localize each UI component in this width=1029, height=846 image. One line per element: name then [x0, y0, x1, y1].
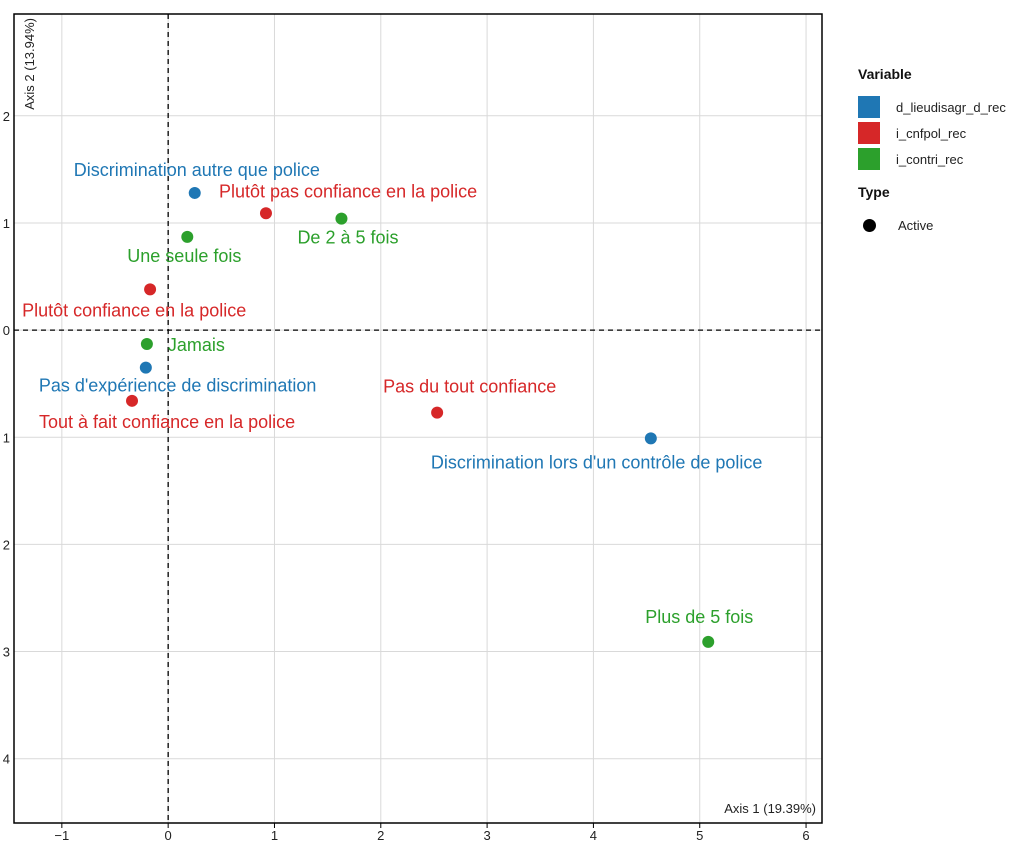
y-axis-title: Axis 2 (13.94%): [22, 18, 37, 110]
data-point: [644, 432, 657, 445]
x-tick-label: −1: [54, 828, 69, 843]
legend: Variable d_lieudisagr_d_rec i_cnfpol_rec…: [858, 66, 1028, 238]
data-point: [431, 406, 444, 419]
y-tick-label: 1: [3, 216, 10, 231]
point-label: Plus de 5 fois: [645, 607, 753, 627]
x-tick-label: 5: [696, 828, 703, 843]
data-point: [144, 283, 157, 296]
point-label: Jamais: [168, 335, 225, 355]
data-point: [139, 361, 152, 374]
y-tick-label: 1: [3, 430, 10, 445]
grid-lines: [14, 14, 822, 823]
x-tick-label: 4: [590, 828, 597, 843]
legend-swatch: [858, 148, 880, 170]
point-label: Une seule fois: [127, 246, 241, 266]
point-label: Pas du tout confiance: [383, 377, 556, 397]
legend-type-title: Type: [858, 184, 890, 200]
y-tick-label: 0: [3, 323, 10, 338]
data-point: [126, 394, 139, 407]
point-label: Pas d'expérience de discrimination: [39, 376, 317, 396]
y-tick-label: 2: [3, 109, 10, 124]
x-tick-label: 2: [377, 828, 384, 843]
x-tick-label: 6: [802, 828, 809, 843]
point-label: Discrimination autre que police: [74, 160, 320, 180]
point-labels: Discrimination autre que police Pas d'exp…: [22, 160, 762, 627]
legend-dot: [863, 218, 876, 232]
legend-label: Active: [898, 217, 934, 233]
legend-variable-title: Variable: [858, 66, 912, 82]
data-point: [702, 635, 715, 648]
legend-item-i-cnfpol: i_cnfpol_rec: [858, 120, 1028, 146]
data-point: [181, 230, 194, 243]
legend-label: d_lieudisagr_d_rec: [896, 99, 1006, 115]
point-label: Plutôt pas confiance en la police: [219, 181, 477, 201]
data-point: [259, 207, 272, 220]
point-label: Discrimination lors d'un contrôle de pol…: [431, 452, 763, 472]
point-label: Plutôt confiance en la police: [22, 300, 246, 320]
data-points: [126, 186, 715, 648]
x-axis-title: Axis 1 (19.39%): [724, 801, 816, 816]
x-tick-label: 1: [271, 828, 278, 843]
axis-ticks: −1 0 1 2 3 4 5 6 2 1 0 1 2 3 4: [3, 109, 810, 843]
data-point: [188, 186, 201, 199]
data-point: [140, 338, 153, 351]
point-label: De 2 à 5 fois: [297, 228, 398, 248]
legend-swatch: [858, 122, 880, 144]
legend-item-d-lieudisagr: d_lieudisagr_d_rec: [858, 94, 1028, 120]
legend-item-active: Active: [858, 212, 1028, 238]
point-label: Tout à fait confiance en la police: [39, 412, 295, 432]
legend-label: i_cnfpol_rec: [896, 125, 967, 141]
plot-frame: [13, 13, 823, 824]
y-tick-label: 4: [3, 752, 10, 767]
legend-item-i-contri: i_contri_rec: [858, 146, 1028, 172]
y-tick-label: 3: [3, 645, 10, 660]
legend-swatch: [858, 96, 880, 118]
x-tick-label: 3: [483, 828, 490, 843]
legend-label: i_contri_rec: [896, 151, 964, 167]
x-tick-label: 0: [165, 828, 172, 843]
y-tick-label: 2: [3, 537, 10, 552]
data-point: [335, 212, 348, 225]
